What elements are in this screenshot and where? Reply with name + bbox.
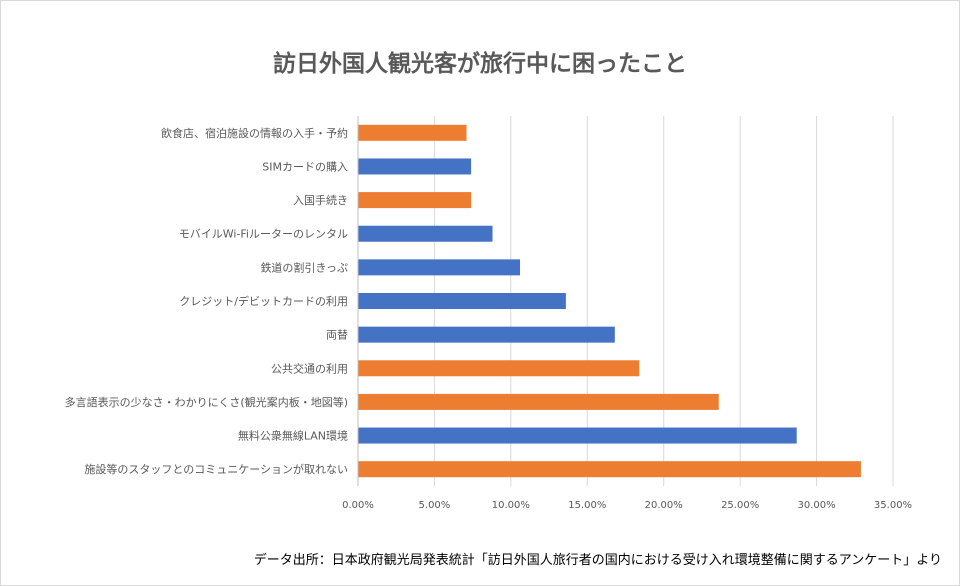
- bar: [358, 293, 566, 309]
- bar: [358, 192, 472, 209]
- category-label: 飲食店、宿泊施設の情報の入手・予約: [161, 126, 348, 140]
- x-tick-label: 15.00%: [568, 500, 606, 511]
- bar: [358, 427, 797, 444]
- category-label: 入国手続き: [293, 193, 348, 207]
- source-note: データ出所：日本政府観光局発表統計「訪日外国人旅行者の国内における受け入れ環境整…: [253, 553, 942, 568]
- bar: [358, 360, 640, 377]
- bar: [358, 225, 493, 242]
- category-label: 多言語表示の少なさ・わかりにくさ(観光案内板・地図等): [65, 395, 348, 409]
- bar: [358, 461, 861, 478]
- x-tick-label: 0.00%: [342, 500, 374, 511]
- category-label: クレジット/デビットカードの利用: [179, 294, 348, 308]
- x-tick-label: 5.00%: [419, 500, 451, 511]
- x-tick-label: 25.00%: [721, 500, 759, 511]
- chart-title: 訪日外国人観光客が旅行中に困ったこと: [273, 51, 687, 77]
- x-tick-label: 35.00%: [874, 500, 912, 511]
- bar: [358, 393, 719, 410]
- category-label: 鉄道の割引きっぷ: [260, 260, 348, 274]
- category-label: 施設等のスタッフとのコミュニケーションが取れない: [84, 462, 348, 476]
- category-label: 無料公衆無線LAN環境: [238, 429, 348, 443]
- x-tick-label: 20.00%: [645, 500, 683, 511]
- x-tick-label: 10.00%: [492, 500, 530, 511]
- category-label: SIMカードの購入: [262, 159, 348, 173]
- category-label: 両替: [326, 328, 348, 342]
- category-label: モバイルWi-Fiルーターのレンタル: [179, 228, 348, 241]
- x-tick-label: 30.00%: [798, 500, 836, 511]
- bar: [358, 158, 472, 175]
- bar: [358, 326, 615, 343]
- bar: [358, 124, 467, 141]
- category-label: 公共交通の利用: [271, 361, 348, 375]
- bar: [358, 259, 521, 276]
